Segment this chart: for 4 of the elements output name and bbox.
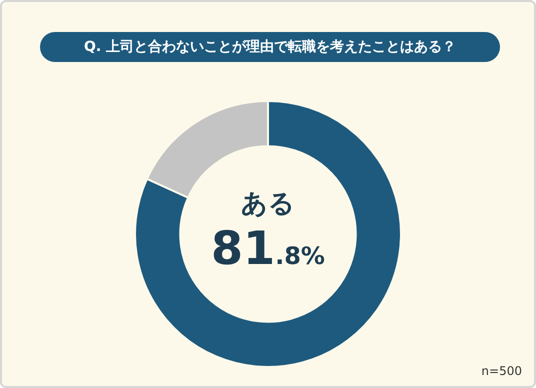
chart-title: Q. 上司と合わないことが理由で転職を考えたことはある？ <box>40 32 500 62</box>
data-label: 81.8% <box>211 221 325 275</box>
slice-label: ある <box>241 189 295 219</box>
text: n=500 <box>481 364 522 378</box>
